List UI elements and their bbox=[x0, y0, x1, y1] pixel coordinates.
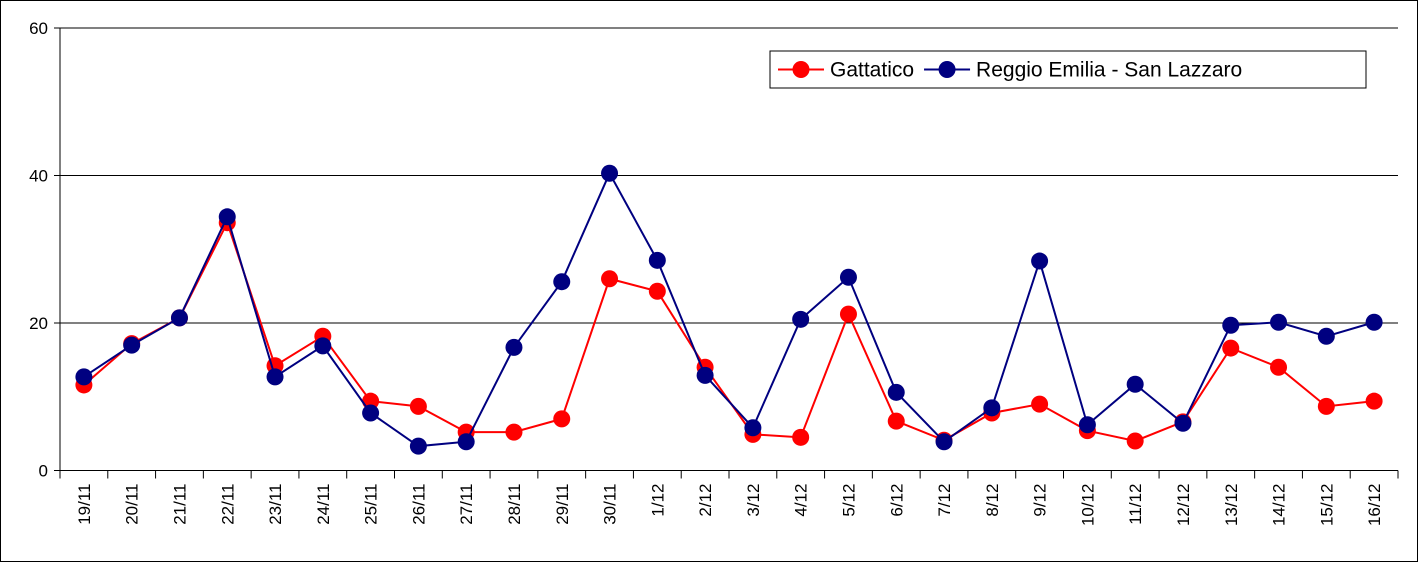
x-tick-label: 13/12 bbox=[1222, 484, 1241, 527]
x-tick-label: 20/11 bbox=[123, 484, 142, 525]
x-tick-label: 23/11 bbox=[266, 484, 285, 525]
x-tick-label: 15/12 bbox=[1317, 484, 1336, 527]
point bbox=[1126, 375, 1144, 393]
y-tick-label: 60 bbox=[29, 19, 48, 38]
x-tick-label: 24/11 bbox=[314, 484, 333, 525]
x-tick-label: 1/12 bbox=[648, 484, 667, 517]
point bbox=[792, 310, 810, 328]
point bbox=[648, 282, 666, 300]
point bbox=[601, 270, 619, 288]
y-tick-label: 20 bbox=[29, 314, 48, 333]
point bbox=[553, 410, 571, 428]
legend-label: Reggio Emilia - San Lazzaro bbox=[976, 59, 1242, 82]
point bbox=[362, 404, 380, 422]
x-tick-label: 22/11 bbox=[218, 484, 237, 525]
series-line bbox=[83, 171, 1375, 448]
point bbox=[1270, 358, 1288, 376]
point bbox=[1174, 414, 1192, 432]
legend-marker bbox=[938, 61, 956, 78]
point bbox=[409, 437, 427, 455]
point bbox=[170, 309, 188, 327]
point bbox=[887, 383, 905, 401]
x-tick-label: 19/11 bbox=[75, 484, 94, 525]
x-tick-label: 10/12 bbox=[1078, 484, 1097, 527]
x-tick-label: 9/12 bbox=[1031, 484, 1050, 517]
point bbox=[935, 433, 953, 451]
point bbox=[409, 397, 427, 415]
x-tick-label: 14/12 bbox=[1270, 484, 1289, 527]
point bbox=[1078, 416, 1096, 434]
point bbox=[648, 251, 666, 269]
point bbox=[123, 336, 141, 354]
point bbox=[839, 305, 857, 323]
point bbox=[457, 433, 475, 451]
x-tick-label: 21/11 bbox=[170, 484, 189, 525]
point bbox=[266, 368, 284, 386]
legend-label: Gattatico bbox=[830, 59, 914, 82]
point bbox=[1222, 316, 1240, 334]
point bbox=[1126, 432, 1144, 450]
x-tick-label: 3/12 bbox=[744, 484, 763, 517]
x-tick-label: 4/12 bbox=[792, 484, 811, 517]
point bbox=[601, 164, 619, 182]
point bbox=[1365, 392, 1383, 410]
x-tick-label: 11/12 bbox=[1126, 484, 1145, 525]
x-tick-label: 12/12 bbox=[1174, 484, 1193, 527]
x-tick-label: 16/12 bbox=[1365, 484, 1384, 527]
point bbox=[696, 366, 714, 384]
x-tick-label: 8/12 bbox=[983, 484, 1002, 517]
y-tick-label: 0 bbox=[39, 462, 48, 481]
legend-marker bbox=[792, 61, 810, 78]
x-tick-label: 28/11 bbox=[505, 484, 524, 525]
legend-box bbox=[769, 50, 1367, 89]
x-tick-label: 25/11 bbox=[362, 484, 381, 525]
point bbox=[1031, 395, 1049, 413]
point bbox=[1317, 397, 1335, 415]
x-tick-label: 6/12 bbox=[887, 484, 906, 517]
x-tick-label: 26/11 bbox=[409, 484, 428, 525]
x-tick-label: 30/11 bbox=[601, 484, 620, 525]
y-tick-label: 40 bbox=[29, 167, 48, 186]
point bbox=[1317, 327, 1335, 345]
point bbox=[983, 399, 1001, 417]
x-tick-label: 27/11 bbox=[457, 484, 476, 525]
point bbox=[1270, 313, 1288, 331]
point bbox=[887, 412, 905, 430]
point bbox=[75, 368, 93, 386]
point bbox=[792, 428, 810, 446]
legend: Gattatico Reggio Emilia - San Lazzaro bbox=[769, 50, 1367, 89]
point bbox=[1222, 339, 1240, 357]
x-tick-label: 5/12 bbox=[839, 484, 858, 517]
point bbox=[1365, 313, 1383, 331]
point bbox=[1031, 252, 1049, 270]
point bbox=[744, 419, 762, 437]
point bbox=[314, 337, 332, 355]
x-tick-label: 2/12 bbox=[696, 484, 715, 517]
point bbox=[553, 273, 571, 291]
point bbox=[218, 208, 236, 226]
point bbox=[505, 423, 523, 441]
x-tick-label: 7/12 bbox=[935, 484, 954, 517]
point bbox=[839, 268, 857, 286]
point bbox=[505, 338, 523, 356]
x-tick-label: 29/11 bbox=[553, 484, 572, 525]
